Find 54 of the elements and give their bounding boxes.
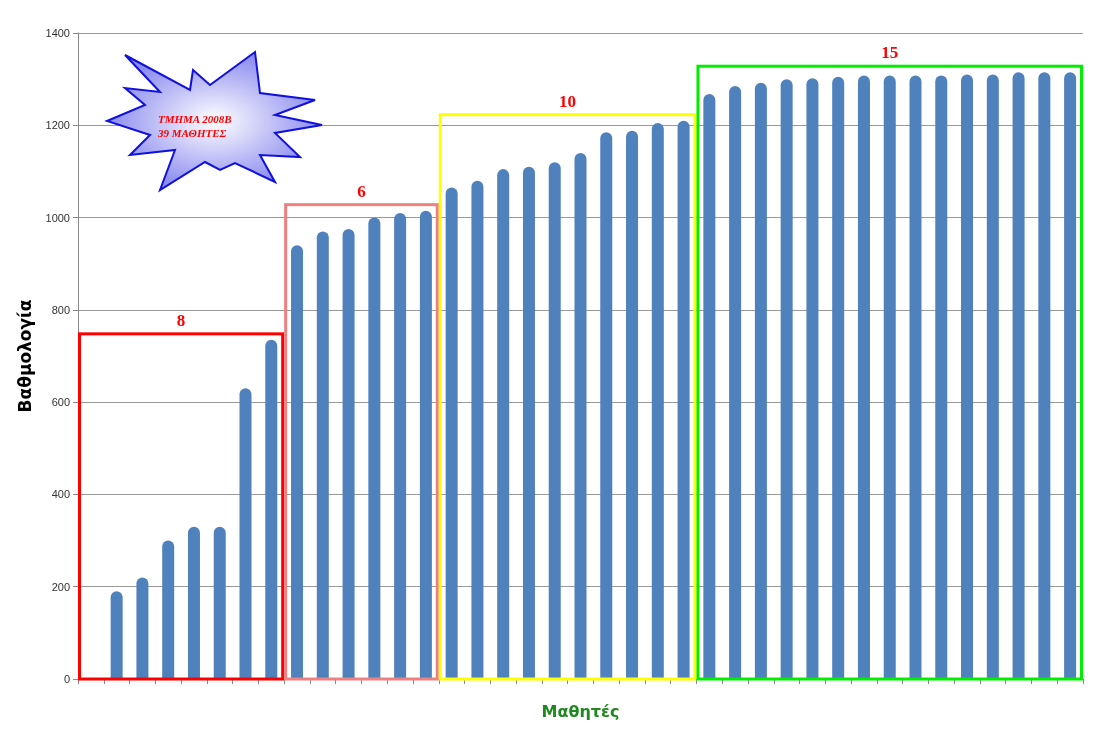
y-tick-label: 800 <box>51 303 70 316</box>
annotation: ΤΜΗΜΑ 2008Β <box>158 113 232 125</box>
bar <box>162 540 175 679</box>
bar <box>368 217 381 679</box>
bar <box>703 93 716 679</box>
bar <box>574 152 587 679</box>
annotation: 6 <box>357 181 366 201</box>
bar <box>780 79 793 679</box>
annotation: 39 ΜΑΘΗΤΕΣ <box>157 127 227 139</box>
bar <box>497 169 510 679</box>
y-tick-label: 1000 <box>45 211 70 224</box>
bar <box>1012 72 1025 679</box>
bar <box>265 339 278 679</box>
bar <box>986 74 999 679</box>
y-axis-title: Βαθμολογία <box>14 299 35 413</box>
bar <box>651 122 664 679</box>
bar <box>857 75 870 679</box>
bar <box>754 82 767 679</box>
bar <box>187 526 200 679</box>
bar <box>806 78 819 679</box>
bar <box>471 180 484 679</box>
y-tick-label: 400 <box>51 488 70 501</box>
bar <box>522 166 535 679</box>
bar <box>626 130 639 679</box>
y-tick-label: 200 <box>51 580 70 593</box>
bar <box>110 591 123 679</box>
annotation: 8 <box>176 310 186 330</box>
bar <box>548 162 561 679</box>
bar <box>291 245 304 679</box>
bar <box>213 526 226 679</box>
bar <box>832 76 845 679</box>
bar <box>935 75 948 679</box>
bar <box>342 229 355 679</box>
bar <box>883 75 896 679</box>
bar <box>419 210 432 679</box>
y-tick-label: 600 <box>51 396 70 409</box>
y-tick-label: 1200 <box>45 119 70 132</box>
bar <box>394 212 407 679</box>
bar <box>1038 72 1051 679</box>
bar <box>316 231 329 679</box>
bar <box>729 86 742 679</box>
bar <box>909 75 922 679</box>
bar <box>445 187 458 679</box>
x-axis-title: Μαθητές <box>541 701 620 721</box>
bar <box>1064 72 1077 679</box>
y-tick-label: 1400 <box>45 27 70 39</box>
bar <box>961 74 974 679</box>
annotation: 15 <box>881 43 899 63</box>
annotation: 10 <box>559 91 577 111</box>
bar <box>136 577 149 679</box>
bar <box>600 132 613 679</box>
bar <box>677 120 690 679</box>
bar <box>239 388 252 679</box>
y-tick-label: 0 <box>63 673 70 685</box>
